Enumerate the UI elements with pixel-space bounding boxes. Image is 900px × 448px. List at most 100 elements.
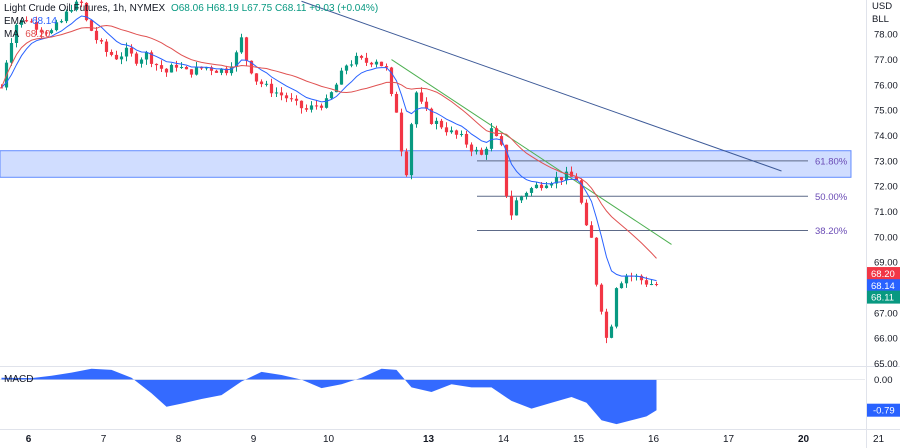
candle-body: [614, 288, 619, 327]
candle-body: [89, 20, 94, 31]
legend-ema-row: EMA 68.14: [4, 15, 378, 28]
candle-body: [209, 67, 214, 71]
candle-body: [309, 105, 314, 110]
candle-body: [149, 52, 154, 64]
fib-level-label: 38.20%: [815, 226, 848, 237]
candle-body: [519, 196, 524, 201]
candle-body: [429, 108, 434, 124]
candle-body: [364, 57, 369, 63]
price-axis-badge-label: 68.11: [871, 293, 894, 304]
candle-body: [284, 95, 289, 99]
price-tick-label: 78.00: [874, 30, 898, 41]
currency-label: USD: [872, 1, 893, 12]
candle-body: [129, 47, 134, 54]
candle-body: [279, 92, 284, 96]
candle-body: [59, 21, 64, 23]
candle-body: [224, 68, 229, 74]
candle-body: [39, 29, 44, 33]
candle-body: [549, 183, 554, 186]
candle-body: [169, 64, 174, 73]
price-tick-label: 69.00: [874, 258, 898, 269]
ma-value: 68.20: [25, 29, 51, 40]
candle-body: [504, 144, 509, 197]
ema-line: [1, 15, 657, 282]
candle-body: [514, 200, 519, 216]
ema-value: 68.14: [31, 16, 57, 27]
candle-body: [559, 177, 564, 181]
candle-body: [574, 176, 579, 181]
candle-body: [269, 83, 274, 94]
symbol-title[interactable]: Light Crude Oil Futures, 1h, NYMEX: [4, 3, 166, 14]
candle-body: [174, 64, 179, 68]
time-tick-label: 20: [798, 434, 810, 445]
candle-body: [534, 184, 539, 189]
candle-body: [419, 92, 424, 102]
macd-area: [1, 368, 657, 425]
candle-body: [539, 184, 544, 189]
ohlc-values: O68.06 H68.19 L67.75 C68.11 +0.03 (+0.04…: [170, 3, 379, 14]
candle-body: [494, 128, 499, 137]
candle-body: [589, 225, 594, 238]
candle-body: [294, 98, 299, 101]
price-tick-label: 72.00: [874, 182, 898, 193]
candle-body: [249, 60, 254, 74]
candle-body: [354, 55, 359, 65]
candle-body: [389, 67, 394, 94]
ema-label[interactable]: EMA: [4, 16, 26, 27]
candle-body: [144, 52, 149, 60]
candle-body: [334, 84, 339, 93]
moving-average-layer: [1, 15, 657, 282]
candle-body: [289, 98, 294, 100]
candle-body: [469, 144, 474, 152]
time-tick-label: 10: [323, 434, 335, 445]
candle-body: [54, 22, 59, 31]
candle-body: [359, 55, 364, 58]
candle-body: [184, 66, 189, 70]
candle-body: [604, 311, 609, 338]
candle-body: [579, 180, 584, 203]
candle-body: [319, 105, 324, 108]
candle-body: [274, 92, 279, 94]
price-tick-label: 74.00: [874, 131, 898, 142]
candle-body: [94, 30, 99, 41]
candle-body: [259, 81, 264, 85]
candle-body: [109, 51, 114, 55]
candle-body: [464, 133, 469, 145]
fib-level-label: 61.80%: [815, 156, 848, 167]
candle-body: [44, 32, 49, 34]
ma-line: [1, 24, 657, 259]
candle-body: [64, 11, 69, 22]
legend-symbol-row: Light Crude Oil Futures, 1h, NYMEX O68.0…: [4, 2, 378, 15]
macd-layer: [0, 368, 865, 425]
candle-body: [124, 47, 129, 57]
candle-body: [194, 66, 199, 75]
candle-body: [19, 20, 24, 25]
candle-body: [349, 64, 354, 66]
fib-level-label: 50.00%: [815, 192, 848, 203]
price-axis-badge: [867, 267, 900, 281]
candle-body: [24, 20, 29, 22]
candle-body: [424, 101, 429, 109]
candle-body: [324, 98, 329, 108]
candle-body: [74, 1, 79, 11]
candle-body: [304, 108, 309, 110]
candle-body: [339, 70, 344, 85]
candle-body: [204, 67, 209, 69]
candle-body: [509, 196, 514, 216]
candle-body: [29, 21, 34, 23]
ma-label[interactable]: MA: [4, 29, 19, 40]
time-tick-label: 17: [723, 434, 735, 445]
candle-body: [329, 92, 334, 99]
candle-body: [139, 59, 144, 64]
candle-body: [9, 42, 14, 63]
macd-pane-label[interactable]: MACD: [4, 374, 34, 385]
price-tick-label: 70.00: [874, 232, 898, 243]
candle-body: [134, 53, 139, 64]
candle-body: [69, 10, 74, 12]
candle-body: [409, 124, 414, 176]
time-tick-label: 13: [423, 434, 435, 445]
price-axis-badge-label: 68.20: [871, 269, 895, 280]
candle-body: [344, 65, 349, 71]
price-tick-label: 65.00: [874, 359, 898, 370]
